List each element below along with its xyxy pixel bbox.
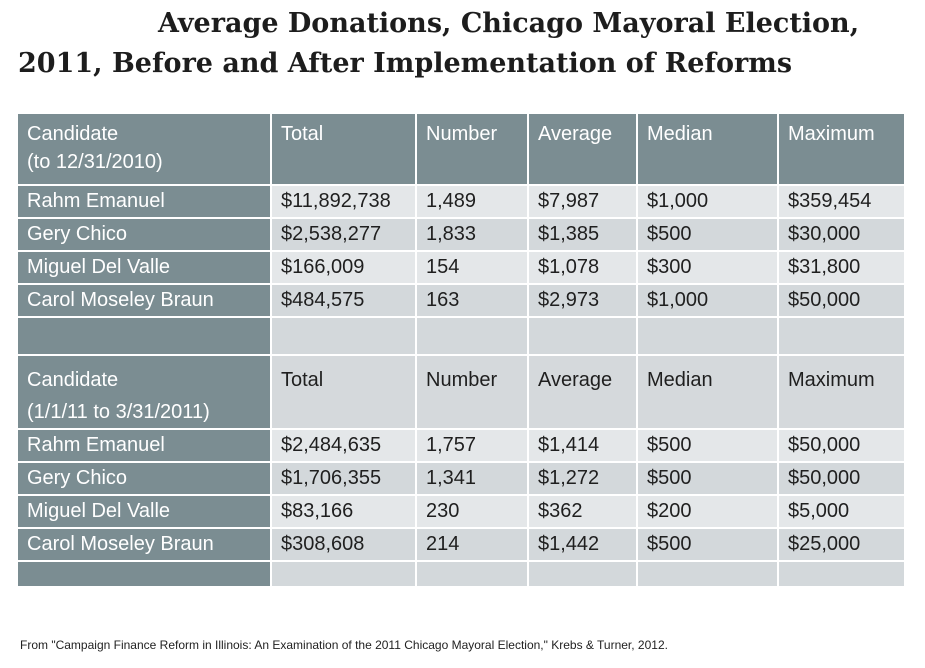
- table-row: Gery Chico $2,538,277 1,833 $1,385 $500 …: [18, 218, 906, 252]
- candidate-name: Miguel Del Valle: [18, 495, 272, 529]
- number-cell: 214: [416, 528, 529, 562]
- section2-header-row: Candidate (1/1/11 to 3/31/2011) Total Nu…: [18, 355, 906, 430]
- spacer-cell: [778, 561, 906, 588]
- candidate-name: Carol Moseley Braun: [18, 528, 272, 562]
- number-cell: 1,489: [416, 185, 529, 219]
- total-cell: $2,484,635: [271, 429, 417, 463]
- total-cell: $166,009: [271, 251, 417, 285]
- total-cell: $308,608: [271, 528, 417, 562]
- section1-header-row: Candidate (to 12/31/2010) Total Number A…: [18, 114, 906, 186]
- average-cell: $1,385: [528, 218, 638, 252]
- table-row: Gery Chico $1,706,355 1,341 $1,272 $500 …: [18, 462, 906, 496]
- maximum-cell: $50,000: [778, 429, 906, 463]
- table-row: Carol Moseley Braun $308,608 214 $1,442 …: [18, 528, 906, 562]
- maximum-cell: $50,000: [778, 462, 906, 496]
- spacer-cell: [271, 561, 417, 588]
- median-cell: $500: [637, 429, 779, 463]
- total-cell: $1,706,355: [271, 462, 417, 496]
- header-number: Number: [416, 114, 529, 186]
- header-number: Number: [416, 355, 529, 430]
- number-cell: 1,833: [416, 218, 529, 252]
- average-cell: $2,973: [528, 284, 638, 318]
- number-cell: 230: [416, 495, 529, 529]
- median-cell: $500: [637, 462, 779, 496]
- spacer-cell: [416, 317, 529, 356]
- total-cell: $11,892,738: [271, 185, 417, 219]
- spacer-cell: [778, 317, 906, 356]
- average-cell: $1,078: [528, 251, 638, 285]
- header-period-label: (1/1/11 to 3/31/2011): [27, 401, 210, 423]
- average-cell: $1,442: [528, 528, 638, 562]
- spacer-cell: [416, 561, 529, 588]
- maximum-cell: $359,454: [778, 185, 906, 219]
- header-maximum: Maximum: [778, 114, 906, 186]
- header-average: Average: [528, 355, 638, 430]
- section1-header-candidate: Candidate (to 12/31/2010): [18, 114, 272, 186]
- donations-table: Candidate (to 12/31/2010) Total Number A…: [18, 114, 906, 588]
- table-row: Miguel Del Valle $166,009 154 $1,078 $30…: [18, 251, 906, 285]
- number-cell: 1,757: [416, 429, 529, 463]
- candidate-name: Gery Chico: [18, 462, 272, 496]
- number-cell: 163: [416, 284, 529, 318]
- spacer-cell: [18, 561, 272, 588]
- median-cell: $1,000: [637, 284, 779, 318]
- median-cell: $300: [637, 251, 779, 285]
- title-line-1: Average Donations, Chicago Mayoral Elect…: [158, 8, 860, 39]
- spacer-cell: [528, 317, 638, 356]
- number-cell: 1,341: [416, 462, 529, 496]
- average-cell: $7,987: [528, 185, 638, 219]
- table-row: Carol Moseley Braun $484,575 163 $2,973 …: [18, 284, 906, 318]
- maximum-cell: $30,000: [778, 218, 906, 252]
- table-row: Miguel Del Valle $83,166 230 $362 $200 $…: [18, 495, 906, 529]
- table-row: Rahm Emanuel $2,484,635 1,757 $1,414 $50…: [18, 429, 906, 463]
- candidate-name: Rahm Emanuel: [18, 185, 272, 219]
- table-row: Rahm Emanuel $11,892,738 1,489 $7,987 $1…: [18, 185, 906, 219]
- average-cell: $1,272: [528, 462, 638, 496]
- median-cell: $1,000: [637, 185, 779, 219]
- average-cell: $362: [528, 495, 638, 529]
- total-cell: $83,166: [271, 495, 417, 529]
- header-period-label: (to 12/31/2010): [27, 151, 163, 173]
- candidate-name: Carol Moseley Braun: [18, 284, 272, 318]
- header-median: Median: [637, 114, 779, 186]
- spacer-cell: [18, 317, 272, 356]
- median-cell: $500: [637, 528, 779, 562]
- header-maximum: Maximum: [778, 355, 906, 430]
- total-cell: $484,575: [271, 284, 417, 318]
- header-candidate-label: Candidate: [27, 123, 119, 145]
- spacer-cell: [271, 317, 417, 356]
- median-cell: $500: [637, 218, 779, 252]
- spacer-cell: [528, 561, 638, 588]
- total-cell: $2,538,277: [271, 218, 417, 252]
- candidate-name: Rahm Emanuel: [18, 429, 272, 463]
- candidate-name: Gery Chico: [18, 218, 272, 252]
- source-citation: From "Campaign Finance Reform in Illinoi…: [20, 638, 668, 652]
- header-total: Total: [271, 355, 417, 430]
- number-cell: 154: [416, 251, 529, 285]
- header-average: Average: [528, 114, 638, 186]
- spacer-cell: [637, 561, 779, 588]
- maximum-cell: $31,800: [778, 251, 906, 285]
- title-line-2: 2011, Before and After Implementation of…: [18, 48, 793, 79]
- spacer-cell: [637, 317, 779, 356]
- maximum-cell: $5,000: [778, 495, 906, 529]
- median-cell: $200: [637, 495, 779, 529]
- candidate-name: Miguel Del Valle: [18, 251, 272, 285]
- section2-header-candidate: Candidate (1/1/11 to 3/31/2011): [18, 355, 272, 430]
- table-spacer-row: [18, 561, 906, 588]
- maximum-cell: $50,000: [778, 284, 906, 318]
- header-median: Median: [637, 355, 779, 430]
- maximum-cell: $25,000: [778, 528, 906, 562]
- header-candidate-label: Candidate: [27, 369, 119, 391]
- header-total: Total: [271, 114, 417, 186]
- table-spacer-row: [18, 317, 906, 356]
- average-cell: $1,414: [528, 429, 638, 463]
